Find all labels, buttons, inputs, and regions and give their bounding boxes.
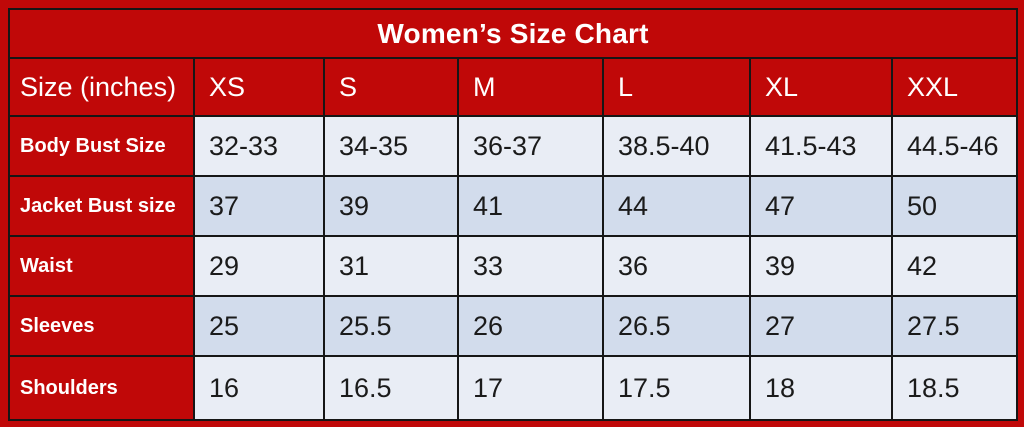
table-cell: 18 [749, 355, 893, 421]
table-cell: 39 [323, 175, 459, 237]
table-cell: 27.5 [890, 295, 1019, 357]
table-cell: 25.5 [323, 295, 459, 357]
table-cell: 50 [890, 175, 1019, 237]
row-label: Sleeves [8, 295, 195, 357]
table-row-waist: Waist 29 31 33 36 39 42 [8, 235, 1019, 297]
size-header-row: Size (inches) XS S M L XL XXL [8, 57, 1019, 117]
table-cell: 37 [193, 175, 325, 237]
table-cell: 41 [457, 175, 604, 237]
table-cell: 39 [749, 235, 893, 297]
column-header-m: M [457, 57, 604, 117]
table-cell: 31 [323, 235, 459, 297]
column-header-size-inches: Size (inches) [8, 57, 195, 117]
table-cell: 38.5-40 [602, 115, 751, 177]
table-cell: 17 [457, 355, 604, 421]
column-header-xl: XL [749, 57, 893, 117]
table-row-shoulders: Shoulders 16 16.5 17 17.5 18 18.5 [8, 355, 1019, 421]
table-cell: 36 [602, 235, 751, 297]
chart-title: Women’s Size Chart [7, 8, 1019, 59]
table-row-jacket-bust-size: Jacket Bust size 37 39 41 44 47 50 [8, 175, 1019, 237]
row-label: Shoulders [8, 355, 195, 421]
table-cell: 16 [193, 355, 325, 421]
table-cell: 18.5 [890, 355, 1019, 421]
row-label: Body Bust Size [8, 115, 195, 177]
table-cell: 32-33 [193, 115, 325, 177]
column-header-s: S [323, 57, 459, 117]
table-cell: 44.5-46 [890, 115, 1019, 177]
title-row: Women’s Size Chart [7, 8, 1019, 59]
table-row-body-bust-size: Body Bust Size 32-33 34-35 36-37 38.5-40… [8, 115, 1019, 177]
table-cell: 42 [890, 235, 1019, 297]
table-cell: 29 [193, 235, 325, 297]
column-header-l: L [602, 57, 751, 117]
table-cell: 26 [457, 295, 604, 357]
table-cell: 47 [749, 175, 893, 237]
table-row-sleeves: Sleeves 25 25.5 26 26.5 27 27.5 [8, 295, 1019, 357]
table-cell: 41.5-43 [749, 115, 893, 177]
table-cell: 17.5 [602, 355, 751, 421]
table-cell: 44 [602, 175, 751, 237]
table-cell: 26.5 [602, 295, 751, 357]
table-cell: 25 [193, 295, 325, 357]
table-cell: 33 [457, 235, 604, 297]
table-cell: 34-35 [323, 115, 459, 177]
column-header-xxl: XXL [890, 57, 1019, 117]
row-label: Jacket Bust size [8, 175, 195, 237]
size-chart-table: Women’s Size Chart Size (inches) XS S M … [7, 8, 1019, 421]
column-header-xs: XS [193, 57, 325, 117]
table-cell: 27 [749, 295, 893, 357]
row-label: Waist [8, 235, 195, 297]
table-cell: 36-37 [457, 115, 604, 177]
table-cell: 16.5 [323, 355, 459, 421]
